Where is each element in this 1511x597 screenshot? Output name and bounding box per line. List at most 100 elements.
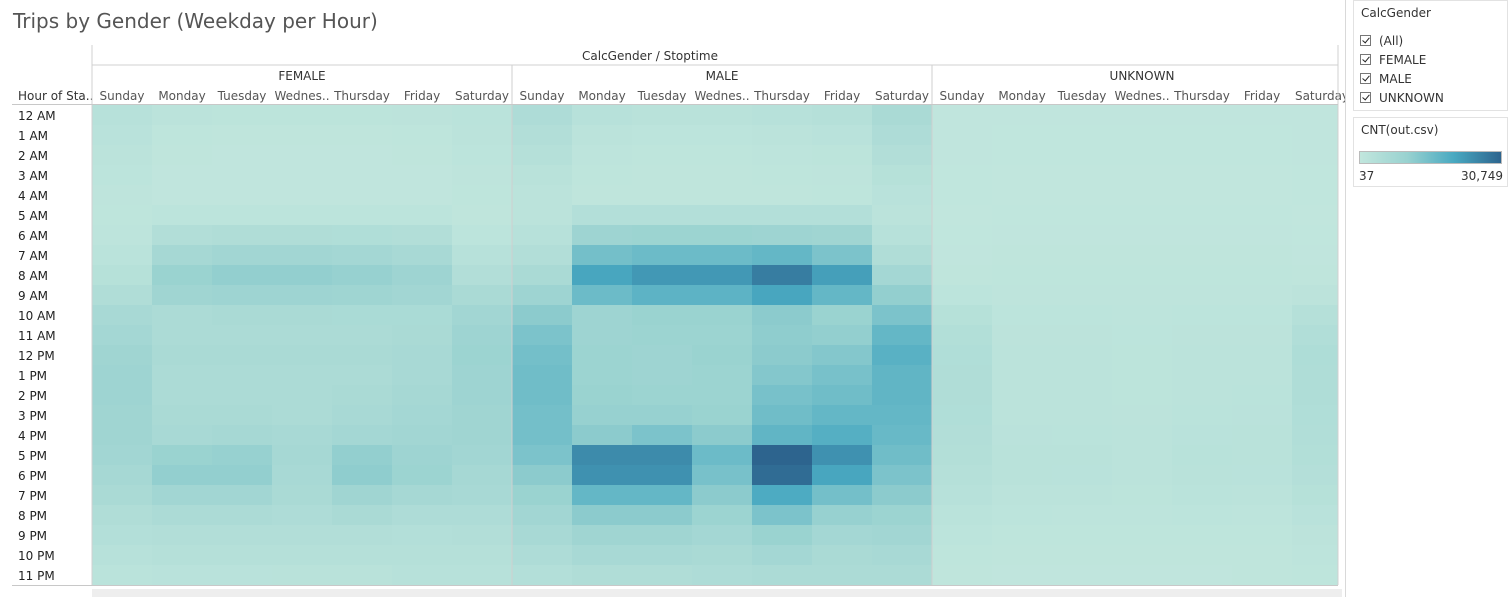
heatmap-cell	[932, 425, 992, 445]
heatmap-cell	[572, 485, 632, 505]
heatmap-cell	[152, 305, 212, 325]
heatmap-cell	[572, 125, 632, 145]
heatmap-cell	[512, 185, 572, 205]
heatmap-cell	[452, 465, 512, 485]
heatmap-cell	[332, 165, 392, 185]
heatmap-cell	[932, 405, 992, 425]
heatmap-cell	[812, 105, 872, 125]
heatmap-cell	[932, 565, 992, 585]
day-header: Monday	[998, 89, 1045, 103]
heatmap-cell	[932, 385, 992, 405]
heatmap-cell	[152, 485, 212, 505]
hour-label: 8 PM	[18, 509, 47, 523]
heatmap-cell	[1172, 165, 1232, 185]
hour-label: 9 PM	[18, 529, 47, 543]
heatmap-cell	[452, 105, 512, 125]
heatmap-cell	[272, 525, 332, 545]
heatmap-cell	[932, 165, 992, 185]
heatmap-cell	[152, 445, 212, 465]
heatmap-cell	[632, 205, 692, 225]
checkbox-checked-icon[interactable]	[1360, 35, 1371, 46]
heatmap-cell	[872, 365, 932, 385]
heatmap-cell	[92, 165, 152, 185]
heatmap-cell	[632, 445, 692, 465]
heatmap-cell	[752, 365, 812, 385]
heatmap-cell	[1112, 505, 1172, 525]
heatmap-cell	[1292, 485, 1338, 505]
heatmap-cell	[692, 385, 752, 405]
heatmap-cell	[812, 385, 872, 405]
heatmap-cell	[332, 205, 392, 225]
heatmap-cell	[152, 425, 212, 445]
heatmap-cell	[332, 425, 392, 445]
filter-title: CalcGender	[1361, 6, 1431, 20]
checkbox-checked-icon[interactable]	[1360, 54, 1371, 65]
heatmap-cell	[812, 205, 872, 225]
heatmap-cell	[152, 165, 212, 185]
heatmap-cell	[872, 565, 932, 585]
heatmap-cell	[692, 565, 752, 585]
heatmap-cell	[1112, 305, 1172, 325]
heatmap-cell	[512, 425, 572, 445]
heatmap-cell	[1112, 445, 1172, 465]
heatmap-cell	[332, 105, 392, 125]
heatmap-cell	[932, 365, 992, 385]
heatmap-cell	[512, 365, 572, 385]
heatmap-cell	[632, 265, 692, 285]
heatmap-cell	[992, 185, 1052, 205]
day-header: Sunday	[100, 89, 145, 103]
heatmap-cell	[1112, 465, 1172, 485]
heatmap-cell	[272, 305, 332, 325]
filter-option-label: (All)	[1379, 33, 1404, 48]
heatmap-cell	[812, 465, 872, 485]
checkbox-checked-icon[interactable]	[1360, 73, 1371, 84]
heatmap-cell	[392, 485, 452, 505]
heatmap-cell	[212, 445, 272, 465]
heatmap-cell	[1172, 125, 1232, 145]
heatmap-cell	[1232, 245, 1292, 265]
filter-option-all[interactable]: (All)	[1360, 32, 1403, 49]
heatmap-cell	[452, 345, 512, 365]
heatmap-cell	[932, 325, 992, 345]
filter-option-female[interactable]: FEMALE	[1360, 51, 1426, 68]
heatmap-cell	[1172, 425, 1232, 445]
heatmap-cell	[812, 365, 872, 385]
heatmap-cell	[512, 325, 572, 345]
heatmap-cell	[512, 565, 572, 585]
day-header: Wednes..	[1114, 89, 1169, 103]
group-header-female: FEMALE	[278, 69, 325, 83]
heatmap-cell	[632, 425, 692, 445]
heatmap-cell	[992, 165, 1052, 185]
horizontal-scrollbar[interactable]	[92, 589, 1342, 597]
heatmap-cell	[92, 345, 152, 365]
heatmap-cell	[752, 265, 812, 285]
heatmap-cell	[152, 145, 212, 165]
heatmap-cell	[692, 105, 752, 125]
heatmap-cell	[932, 525, 992, 545]
heatmap-cell	[572, 165, 632, 185]
heatmap-cell	[512, 225, 572, 245]
heatmap-cell	[1052, 125, 1112, 145]
heatmap-cell	[332, 525, 392, 545]
heatmap-cell	[212, 345, 272, 365]
heatmap-cell	[152, 345, 212, 365]
heatmap-cell	[152, 565, 212, 585]
heatmap-cell	[212, 225, 272, 245]
heatmap-cell	[92, 425, 152, 445]
heatmap-cell	[752, 105, 812, 125]
filter-option-unknown[interactable]: UNKNOWN	[1360, 89, 1444, 106]
heatmap-cell	[1052, 165, 1112, 185]
heatmap-cell	[332, 185, 392, 205]
heatmap-cell	[212, 505, 272, 525]
heatmap-cell	[872, 205, 932, 225]
hour-label: 8 AM	[18, 269, 48, 283]
heatmap-cell	[92, 325, 152, 345]
heatmap-cell	[152, 545, 212, 565]
heatmap-cell	[92, 265, 152, 285]
heatmap-cell	[872, 485, 932, 505]
heatmap-cell	[752, 225, 812, 245]
filter-option-male[interactable]: MALE	[1360, 70, 1412, 87]
heatmap-cell	[272, 245, 332, 265]
heatmap-cell	[272, 145, 332, 165]
checkbox-checked-icon[interactable]	[1360, 92, 1371, 103]
